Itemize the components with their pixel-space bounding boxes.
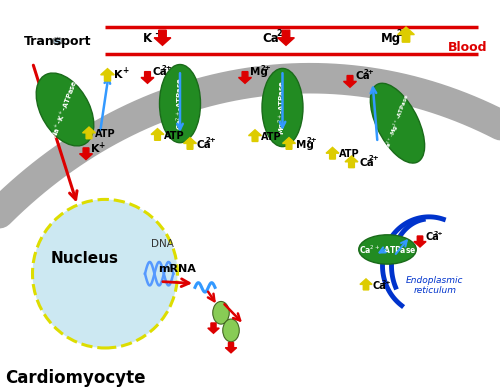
FancyArrow shape <box>82 127 96 139</box>
Text: Ca: Ca <box>355 71 370 81</box>
Ellipse shape <box>359 235 416 264</box>
Text: 2+: 2+ <box>276 29 289 38</box>
Text: +: + <box>98 140 105 150</box>
Text: Ca: Ca <box>359 158 374 168</box>
FancyArrow shape <box>414 236 426 247</box>
Text: Na$^+$-K$^+$-ATPase: Na$^+$-K$^+$-ATPase <box>50 79 80 140</box>
Ellipse shape <box>213 301 229 324</box>
Text: DNA: DNA <box>151 239 174 249</box>
Text: +: + <box>122 66 129 75</box>
FancyArrow shape <box>248 130 262 142</box>
FancyArrow shape <box>184 138 196 149</box>
Text: Ca: Ca <box>425 232 439 242</box>
Ellipse shape <box>32 199 178 348</box>
Text: Mg$^{2+}$-ATPase: Mg$^{2+}$-ATPase <box>276 80 288 135</box>
Ellipse shape <box>36 73 94 146</box>
FancyArrow shape <box>398 27 414 42</box>
Ellipse shape <box>262 68 303 147</box>
FancyArrow shape <box>141 72 154 83</box>
Text: 2+: 2+ <box>364 68 374 75</box>
Text: Ca: Ca <box>372 281 386 291</box>
Text: Endoplasmic
reticulum: Endoplasmic reticulum <box>406 276 464 295</box>
Text: 2+: 2+ <box>260 65 271 71</box>
Ellipse shape <box>223 319 240 342</box>
Text: 2+: 2+ <box>162 65 172 71</box>
Text: 2+: 2+ <box>368 155 379 161</box>
FancyArrow shape <box>326 147 339 159</box>
Text: Transport: Transport <box>24 34 91 48</box>
Text: 2+: 2+ <box>381 280 390 285</box>
Text: +: + <box>154 29 161 38</box>
Text: K: K <box>91 144 100 154</box>
Text: ATP: ATP <box>164 131 184 141</box>
Text: K: K <box>114 70 122 80</box>
Text: mRNA: mRNA <box>158 264 196 274</box>
Text: Ca: Ca <box>152 67 167 77</box>
FancyArrow shape <box>154 30 171 45</box>
Text: 2+: 2+ <box>434 231 443 236</box>
Text: Nucleus: Nucleus <box>51 251 119 265</box>
Text: ATP: ATP <box>339 149 359 159</box>
Text: Ca$^{2+}$·Mg$^{2+}$-ATPase: Ca$^{2+}$·Mg$^{2+}$-ATPase <box>382 93 412 154</box>
FancyArrow shape <box>80 148 92 160</box>
Text: Mg: Mg <box>250 67 268 77</box>
Text: Blood: Blood <box>448 41 488 54</box>
FancyArrow shape <box>344 75 356 87</box>
FancyArrow shape <box>151 129 164 140</box>
FancyArrow shape <box>345 156 358 168</box>
Text: Ca$^{2+}$-ATPase: Ca$^{2+}$-ATPase <box>174 77 186 130</box>
Text: ATP: ATP <box>261 132 281 142</box>
Ellipse shape <box>370 83 424 163</box>
FancyArrow shape <box>226 343 236 353</box>
Text: 2+: 2+ <box>396 29 409 38</box>
Text: Mg: Mg <box>381 32 401 45</box>
FancyArrow shape <box>100 69 114 81</box>
Text: Ca: Ca <box>262 32 279 45</box>
Text: 2+: 2+ <box>206 137 216 143</box>
FancyArrow shape <box>282 138 296 149</box>
Text: 2+: 2+ <box>306 137 317 143</box>
FancyArrow shape <box>208 323 219 333</box>
Ellipse shape <box>160 65 200 143</box>
FancyArrow shape <box>360 279 372 290</box>
Polygon shape <box>52 37 64 45</box>
Text: ATP: ATP <box>95 129 116 139</box>
Text: Mg: Mg <box>296 140 314 150</box>
FancyArrow shape <box>238 72 252 83</box>
Text: Cardiomyocyte: Cardiomyocyte <box>5 369 146 387</box>
FancyArrow shape <box>278 30 294 45</box>
Text: Ca$^{2+}$-ATPase: Ca$^{2+}$-ATPase <box>359 243 416 256</box>
Text: K: K <box>142 32 152 45</box>
Text: Ca: Ca <box>196 140 211 150</box>
